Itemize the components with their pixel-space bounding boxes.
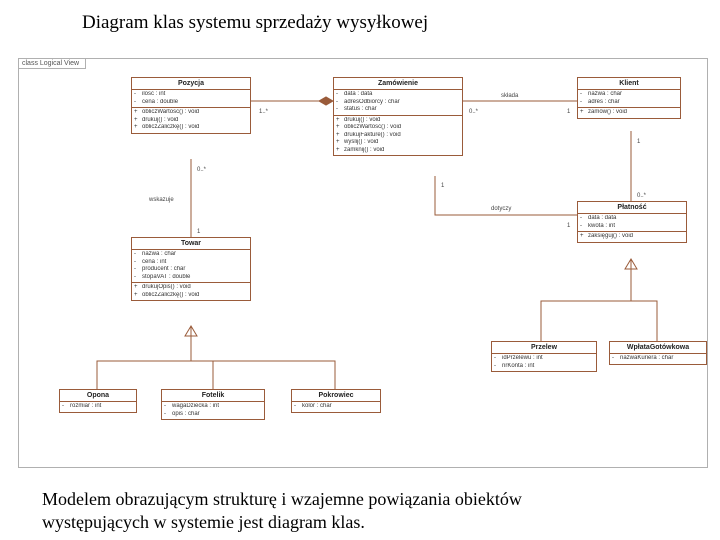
- class-name: Towar: [132, 238, 250, 250]
- class-name: Pokrowiec: [292, 390, 380, 402]
- attrs: -idPrzelewu : int-nrKonta : int: [492, 354, 596, 371]
- svg-text:1: 1: [197, 229, 201, 235]
- class-pokrowiec: Pokrowiec-kolor : char: [291, 389, 381, 413]
- class-name: Przelew: [492, 342, 596, 354]
- ops: +drukuj() : void+obliczWartosc() : void+…: [334, 116, 462, 156]
- attrs: -rozmiar : int: [60, 402, 136, 412]
- class-fotelik: Fotelik-wagaDziecka : int-opis : char: [161, 389, 265, 420]
- attrs: -nazwa : char-cena : int-producent : cha…: [132, 250, 250, 283]
- class-platnosc: Płatność-data : data-kwota : int+zaksięg…: [577, 201, 687, 243]
- class-zamowienie: Zamówienie-data : data-adresOdbiorcy : c…: [333, 77, 463, 156]
- ops: +zaksięguj() : void: [578, 232, 686, 242]
- ops: +zamów() : void: [578, 108, 680, 118]
- attrs: -nazwa : char-adres : char: [578, 90, 680, 108]
- attrs: -kolor : char: [292, 402, 380, 412]
- svg-text:dotyczy: dotyczy: [491, 206, 511, 212]
- svg-text:0..*: 0..*: [197, 167, 207, 173]
- class-przelew: Przelew-idPrzelewu : int-nrKonta : int: [491, 341, 597, 372]
- svg-text:1..*: 1..*: [259, 109, 269, 115]
- ops: +obliczWartosc() : void+drukuj() : void+…: [132, 108, 250, 133]
- class-name: Opona: [60, 390, 136, 402]
- class-name: WpłataGotówkowa: [610, 342, 706, 354]
- diagram-frame: class Logical View 1..* składa 0..* 1 wskazu…: [18, 58, 708, 468]
- caption: Modelem obrazującym strukturę i wzajemne…: [42, 488, 522, 533]
- attrs: -ilosc : int-cena : double: [132, 90, 250, 108]
- class-towar: Towar-nazwa : char-cena : int-producent …: [131, 237, 251, 301]
- class-name: Fotelik: [162, 390, 264, 402]
- class-name: Płatność: [578, 202, 686, 214]
- svg-text:1: 1: [567, 223, 571, 229]
- svg-text:0..*: 0..*: [469, 109, 479, 115]
- svg-text:wskazuje: wskazuje: [148, 197, 174, 203]
- svg-text:1: 1: [637, 139, 641, 145]
- class-name: Pozycja: [132, 78, 250, 90]
- frame-label: class Logical View: [19, 59, 86, 69]
- svg-text:0..*: 0..*: [637, 193, 647, 199]
- svg-text:1: 1: [567, 109, 571, 115]
- page-title: Diagram klas systemu sprzedaży wysyłkowe…: [82, 12, 428, 34]
- class-klient: Klient-nazwa : char-adres : char+zamów()…: [577, 77, 681, 119]
- class-name: Zamówienie: [334, 78, 462, 90]
- attrs: -wagaDziecka : int-opis : char: [162, 402, 264, 419]
- svg-text:1: 1: [441, 183, 445, 189]
- class-name: Klient: [578, 78, 680, 90]
- class-opona: Opona-rozmiar : int: [59, 389, 137, 413]
- class-pozycja: Pozycja-ilosc : int-cena : double+oblicz…: [131, 77, 251, 134]
- attrs: -data : data-kwota : int: [578, 214, 686, 232]
- class-wplata: WpłataGotówkowa-nazwaKuriera : char: [609, 341, 707, 365]
- svg-text:składa: składa: [501, 93, 519, 99]
- attrs: -nazwaKuriera : char: [610, 354, 706, 364]
- attrs: -data : data-adresOdbiorcy : char-status…: [334, 90, 462, 116]
- ops: +drukujOpis() : void+obliczZaliczkę() : …: [132, 283, 250, 300]
